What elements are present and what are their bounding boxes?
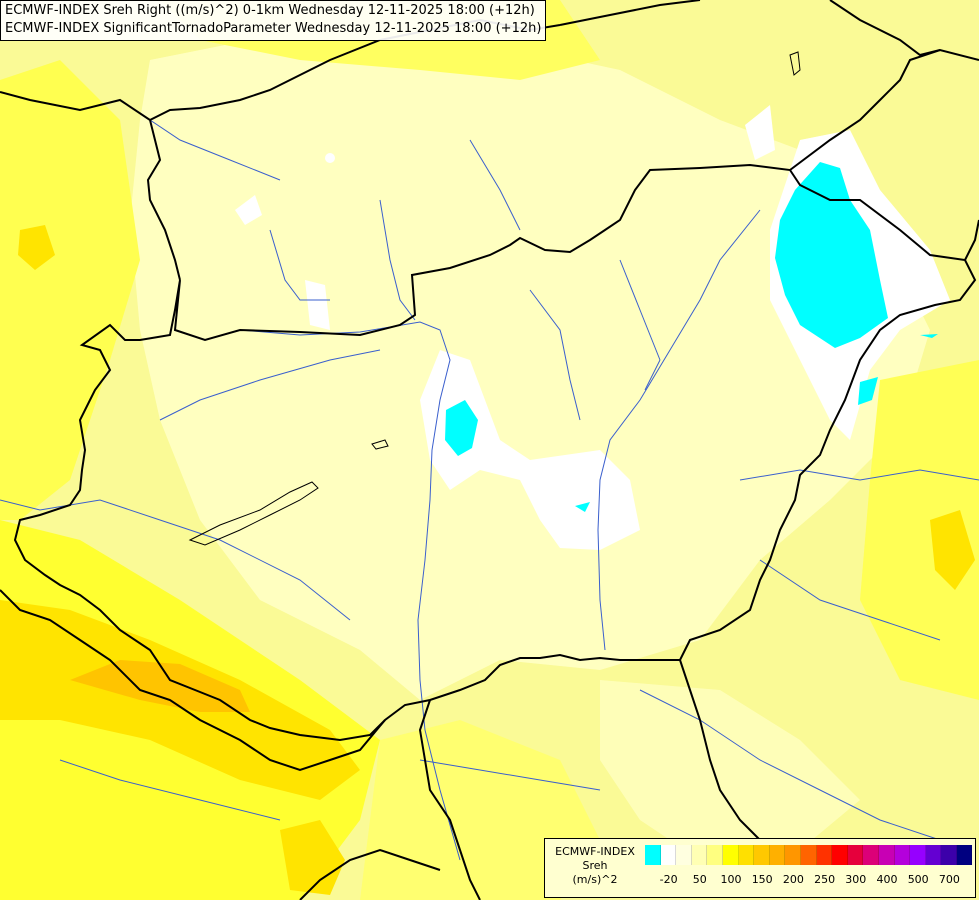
legend-swatch [676,845,692,865]
lake-small-1 [371,439,389,450]
title-line-sreh: ECMWF-INDEX Sreh Right ((m/s)^2) 0-1km W… [5,3,535,18]
field-cyan-center-small [575,502,590,512]
river-central-3 [644,359,661,391]
map-title-box: ECMWF-INDEX Sreh Right ((m/s)^2) 0-1km W… [0,0,547,41]
legend-swatch [785,845,801,865]
border-bosnia [299,848,441,900]
legend-tick-label: 500 [907,873,929,886]
legend-tick-label: 200 [782,873,804,886]
legend-swatch [645,845,661,865]
legend-tick-label: 400 [876,873,898,886]
border-serbia-b [418,699,481,900]
lake-balaton [188,481,319,546]
legend-swatch [769,845,786,865]
field-white-north-3 [235,195,262,225]
legend-swatch [878,845,895,865]
river-tisza [597,209,761,651]
field-white-north-1 [745,105,775,160]
legend-ticks: -20 50 100 150 200 250 300 400 500 700 [645,873,973,887]
legend-swatch [800,845,817,865]
border-north-b [559,0,701,26]
field-cyan-center [445,400,478,456]
legend-tick-label: 700 [938,873,960,886]
field-pale-region-south [600,680,860,860]
legend-swatch [863,845,879,865]
legend-swatch [738,845,755,865]
river-west-2 [0,499,351,621]
field-yellow-south [360,720,600,900]
legend-tick-label: 100 [720,873,742,886]
legend-swatch [691,845,708,865]
field-deep-yellow-small-1 [18,225,55,270]
river-north-1 [269,229,330,301]
field-yellow-east [860,360,979,700]
legend-tick-label: 300 [845,873,867,886]
legend-swatch [894,845,911,865]
legend-tick-label: -20 [659,873,678,886]
border-slovakia [0,91,181,281]
border-ukraine-b [829,0,941,57]
border-romania [964,219,979,261]
field-white-center [420,350,640,550]
field-cyan-northeast [775,162,888,348]
field-cyan-east-tiny [920,334,938,338]
legend-swatch [847,845,864,865]
river-southeast [639,689,941,841]
legend-swatch [754,845,770,865]
field-yellow-west [0,60,140,520]
legend-label-line2: Sreh [582,859,608,872]
legend-label-line3: (m/s)^2 [572,873,618,886]
legend-swatches [645,845,973,865]
river-central-1 [529,289,581,421]
border-serbia [679,659,761,841]
legend-tick-label: 250 [814,873,836,886]
rivers [0,99,979,861]
legend-swatch [925,845,942,865]
field-orange-core [70,660,250,712]
field-deep-yellow-small-3 [280,820,345,895]
legend-swatch [816,845,833,865]
legend-tick-label: 150 [751,873,773,886]
river-west-1 [159,349,381,421]
legend-swatch [956,845,973,865]
legend-swatch [707,845,723,865]
legend-label-line1: ECMWF-INDEX [555,845,635,858]
field-deep-yellow-small-2 [930,510,975,590]
field-cyan-east-small [858,377,878,405]
color-legend: ECMWF-INDEX Sreh (m/s)^2 -20 50 100 150 200 2… [544,838,976,898]
legend-swatch [941,845,957,865]
legend-swatch [910,845,926,865]
river-north-2 [379,199,416,321]
river-southwest [59,759,281,821]
river-south [419,759,601,791]
river-north-3 [469,139,521,231]
lake-small-2 [789,51,801,76]
legend-swatch [832,845,848,865]
title-line-stp: ECMWF-INDEX SignificantTornadoParameter … [5,21,542,36]
field-white-dot [325,153,335,163]
legend-swatch [722,845,739,865]
river-central-2 [619,259,661,361]
border-croatia [0,589,386,772]
river-danube [239,321,461,861]
legend-tick-label: 50 [692,873,707,886]
river-east-2 [759,559,941,641]
legend-swatch [660,845,677,865]
field-pale-region [130,30,930,700]
river-east-1 [739,469,979,481]
field-white-north-2 [305,280,330,330]
legend-label: ECMWF-INDEX Sreh (m/s)^2 [549,845,641,887]
